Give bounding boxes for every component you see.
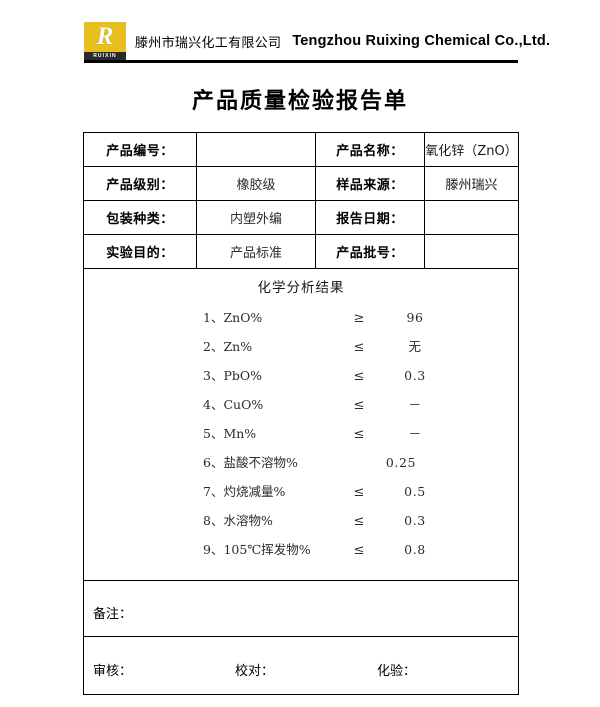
signature-label-review: 审核： — [93, 663, 133, 679]
chemical-item: 5、Mn% ≤ － — [84, 423, 518, 452]
chemical-item-symbol: ≤ — [353, 485, 365, 500]
logo-square — [84, 22, 126, 53]
field-label-sample-source: 样品来源： — [315, 166, 425, 201]
page-title: 产品质量检验报告单 — [191, 89, 408, 114]
field-label-test-purpose: 实验目的： — [83, 234, 197, 269]
field-value-report-date[interactable] — [424, 200, 519, 235]
chemical-item-name: 5、Mn% — [203, 426, 257, 441]
logo-wordmark: RUIXIN — [84, 52, 126, 60]
chemical-item: 8、水溶物% ≤ 0.3 — [84, 510, 518, 539]
chemical-item: 6、盐酸不溶物% 0.25 — [84, 452, 518, 481]
remark-row: 备注： — [83, 580, 519, 637]
table-row: 实验目的： 产品标准 产品批号： — [83, 234, 519, 269]
chemical-item-name: 3、PbO% — [203, 368, 262, 383]
chemical-item-name: 4、CuO% — [203, 397, 264, 412]
chemical-item-value: － — [408, 426, 422, 441]
chemical-item: 1、ZnO% ≥ 96 — [84, 307, 518, 336]
chemical-item-name: 8、水溶物% — [203, 513, 273, 528]
signature-cell[interactable]: 审核： 校对： 化验： — [83, 636, 519, 695]
chemical-analysis-row: 化学分析结果 1、ZnO% ≥ 96 2、Zn% ≤ 无 3、PbO% ≤ 0.… — [83, 268, 519, 581]
field-label-product-code: 产品编号： — [83, 132, 197, 167]
chemical-item-value: － — [408, 397, 422, 412]
table-row: 包装种类： 内塑外编 报告日期： — [83, 200, 519, 235]
chemical-item: 9、105℃挥发物% ≤ 0.8 — [84, 539, 518, 568]
field-value-product-grade[interactable]: 橡胶级 — [196, 166, 316, 201]
chemical-item: 2、Zn% ≤ 无 — [84, 336, 518, 365]
field-label-batch-number: 产品批号： — [315, 234, 425, 269]
chemical-item-name: 7、灼烧减量% — [203, 484, 286, 499]
chemical-item-name: 1、ZnO% — [203, 310, 263, 325]
field-value-product-name[interactable]: 氧化锌（ZnO） — [424, 132, 519, 167]
signature-label-proofread: 校对： — [235, 663, 275, 679]
field-value-sample-source[interactable]: 滕州瑞兴 — [424, 166, 519, 201]
chemical-item-value: 0.5 — [404, 484, 426, 499]
field-value-product-code[interactable] — [196, 132, 316, 167]
table-row: 产品编号： 产品名称： 氧化锌（ZnO） — [83, 132, 519, 167]
chemical-analysis-cell: 化学分析结果 1、ZnO% ≥ 96 2、Zn% ≤ 无 3、PbO% ≤ 0.… — [83, 268, 519, 581]
chemical-item-value: 0.3 — [404, 513, 426, 528]
field-label-report-date: 报告日期： — [315, 200, 425, 235]
signature-row: 审核： 校对： 化验： — [83, 636, 519, 695]
report-table: 产品编号： 产品名称： 氧化锌（ZnO） 产品级别： 橡胶级 样品来源： 滕州瑞… — [83, 132, 519, 695]
chemical-analysis-title: 化学分析结果 — [257, 280, 345, 296]
letterhead: R RUIXIN 滕州市瑞兴化工有限公司 Tengzhou Ruixing Ch… — [84, 22, 550, 60]
signature-label-assay: 化验： — [377, 663, 417, 679]
chemical-item-symbol: ≤ — [353, 543, 365, 558]
field-label-product-name: 产品名称： — [315, 132, 425, 167]
header-divider — [84, 60, 518, 63]
chemical-item-value: 0.8 — [404, 542, 426, 557]
remark-cell[interactable]: 备注： — [83, 580, 519, 637]
field-value-batch-number[interactable] — [424, 234, 519, 269]
company-name-cn: 滕州市瑞兴化工有限公司 — [135, 35, 282, 51]
remark-label: 备注： — [93, 606, 133, 622]
chemical-item-symbol: ≤ — [353, 369, 365, 384]
field-value-package-type[interactable]: 内塑外编 — [196, 200, 316, 235]
chemical-item: 3、PbO% ≤ 0.3 — [84, 365, 518, 394]
chemical-item: 7、灼烧减量% ≤ 0.5 — [84, 481, 518, 510]
chemical-item-symbol: ≤ — [353, 398, 365, 413]
company-logo-icon: R RUIXIN — [84, 22, 126, 60]
chemical-item-value: 96 — [406, 310, 424, 325]
chemical-item-value: 0.3 — [404, 368, 426, 383]
chemical-item-symbol: ≥ — [353, 311, 365, 326]
field-value-test-purpose[interactable]: 产品标准 — [196, 234, 316, 269]
chemical-item: 4、CuO% ≤ － — [84, 394, 518, 423]
chemical-item-symbol: ≤ — [353, 514, 365, 529]
chemical-item-name: 2、Zn% — [203, 339, 253, 354]
company-name-en: Tengzhou Ruixing Chemical Co.,Ltd. — [292, 33, 551, 49]
chemical-item-symbol: ≤ — [353, 340, 365, 355]
logo-letter: R — [96, 23, 114, 50]
table-row: 产品级别： 橡胶级 样品来源： 滕州瑞兴 — [83, 166, 519, 201]
chemical-item-value: 无 — [408, 339, 422, 354]
field-label-product-grade: 产品级别： — [83, 166, 197, 201]
field-label-package-type: 包装种类： — [83, 200, 197, 235]
chemical-item-value: 0.25 — [385, 455, 417, 470]
chemical-item-name: 9、105℃挥发物% — [203, 542, 311, 557]
chemical-item-name: 6、盐酸不溶物% — [203, 455, 298, 470]
chemical-item-symbol: ≤ — [353, 427, 365, 442]
